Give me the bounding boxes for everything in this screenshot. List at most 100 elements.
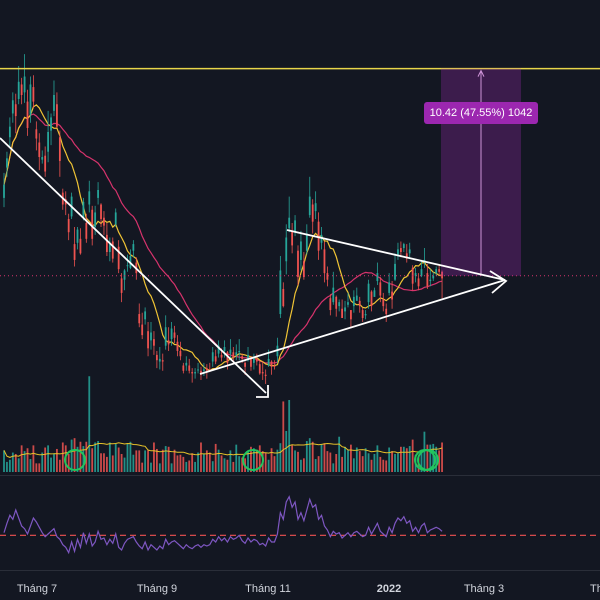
candle-body	[35, 129, 38, 139]
candle-body	[429, 279, 432, 282]
volume-bars	[3, 376, 443, 472]
volume-bar	[408, 446, 411, 472]
candle-body	[20, 84, 23, 95]
volume-bar	[3, 450, 5, 472]
candle-body	[373, 290, 376, 297]
candle-body	[341, 308, 343, 318]
volume-bar	[76, 446, 79, 472]
candle-body	[26, 101, 29, 128]
volume-bar	[44, 447, 47, 472]
candle-body	[279, 270, 282, 315]
candle-body	[300, 241, 302, 260]
volume-bar	[350, 444, 352, 472]
candle-body	[17, 81, 20, 99]
triangle-breakout-arrow-head	[489, 270, 508, 294]
candle-body	[226, 352, 229, 363]
volume-bar	[23, 451, 26, 472]
candle-body	[67, 219, 70, 233]
volume-bar	[391, 451, 393, 472]
candle-body	[223, 347, 226, 351]
volume-bar	[370, 459, 373, 472]
candle-body	[79, 238, 82, 254]
candle-body	[82, 201, 85, 218]
candle-body	[288, 217, 291, 229]
candle-body	[382, 299, 385, 307]
candle-body	[258, 364, 261, 374]
volume-bar	[8, 459, 11, 472]
candle-body	[235, 352, 238, 355]
candle-body	[361, 310, 364, 318]
volume-bar	[379, 456, 382, 472]
volume-bar	[85, 441, 88, 472]
volume-bar	[276, 449, 279, 472]
volume-bar	[264, 452, 267, 472]
candle-body	[164, 327, 167, 346]
candle-body	[158, 358, 161, 362]
volume-bar	[103, 453, 105, 472]
volume-bar	[211, 461, 214, 472]
volume-bar	[120, 454, 123, 472]
volume-bar	[203, 454, 205, 472]
candle-body	[414, 273, 417, 276]
volume-bar	[111, 455, 114, 472]
candle-body	[291, 230, 294, 246]
volume-bar	[129, 441, 132, 472]
candle-body	[400, 248, 402, 253]
candle-body	[302, 261, 305, 278]
candle-body	[344, 307, 346, 312]
indicator-line	[3, 495, 443, 555]
candle-body	[94, 212, 97, 227]
candle-body	[244, 362, 246, 367]
candle-body	[197, 369, 199, 371]
candle-body	[167, 340, 170, 345]
candle-body	[435, 269, 438, 274]
volume-bar	[250, 446, 252, 472]
volume-bar	[173, 449, 176, 472]
volume-bar	[400, 446, 402, 472]
volume-bar	[108, 442, 111, 472]
volume-bar	[185, 461, 188, 472]
volume-bar	[32, 445, 35, 472]
volume-bar	[300, 459, 302, 472]
volume-bar	[273, 456, 276, 472]
candle-body	[191, 372, 194, 374]
candle-body	[335, 296, 338, 309]
candle-body	[179, 350, 182, 357]
volume-bar	[258, 445, 261, 472]
volume-bar	[17, 458, 20, 472]
volume-bar	[161, 449, 164, 472]
volume-bar	[38, 463, 41, 472]
candle-body	[170, 328, 173, 340]
candle-body	[41, 157, 44, 160]
volume-bar	[67, 454, 70, 472]
candle-body	[85, 222, 88, 239]
volume-bar	[138, 450, 141, 472]
candle-body	[100, 204, 102, 220]
candle-body	[120, 278, 123, 293]
volume-bar	[305, 441, 308, 472]
volume-bar	[208, 452, 211, 472]
candle-body	[305, 233, 308, 251]
candle-body	[11, 100, 14, 114]
volume-bar	[214, 443, 217, 472]
volume-bar	[61, 442, 64, 472]
volume-bar	[94, 442, 97, 472]
triangle-upper-line	[286, 229, 506, 281]
volume-bar	[123, 457, 126, 472]
candle-body	[267, 358, 270, 366]
candle-body	[194, 372, 196, 374]
candle-body	[50, 117, 52, 131]
volume-bar	[332, 463, 335, 472]
candle-body	[32, 87, 35, 102]
volume-bar	[247, 450, 249, 472]
volume-bar	[441, 442, 443, 472]
volume-bar	[302, 458, 305, 472]
volume-signal-marker	[242, 449, 264, 471]
volume-bar	[150, 462, 152, 472]
volume-bar	[35, 463, 38, 472]
candle-body	[297, 250, 299, 278]
volume-bar	[352, 458, 355, 472]
candle-body	[314, 203, 317, 212]
